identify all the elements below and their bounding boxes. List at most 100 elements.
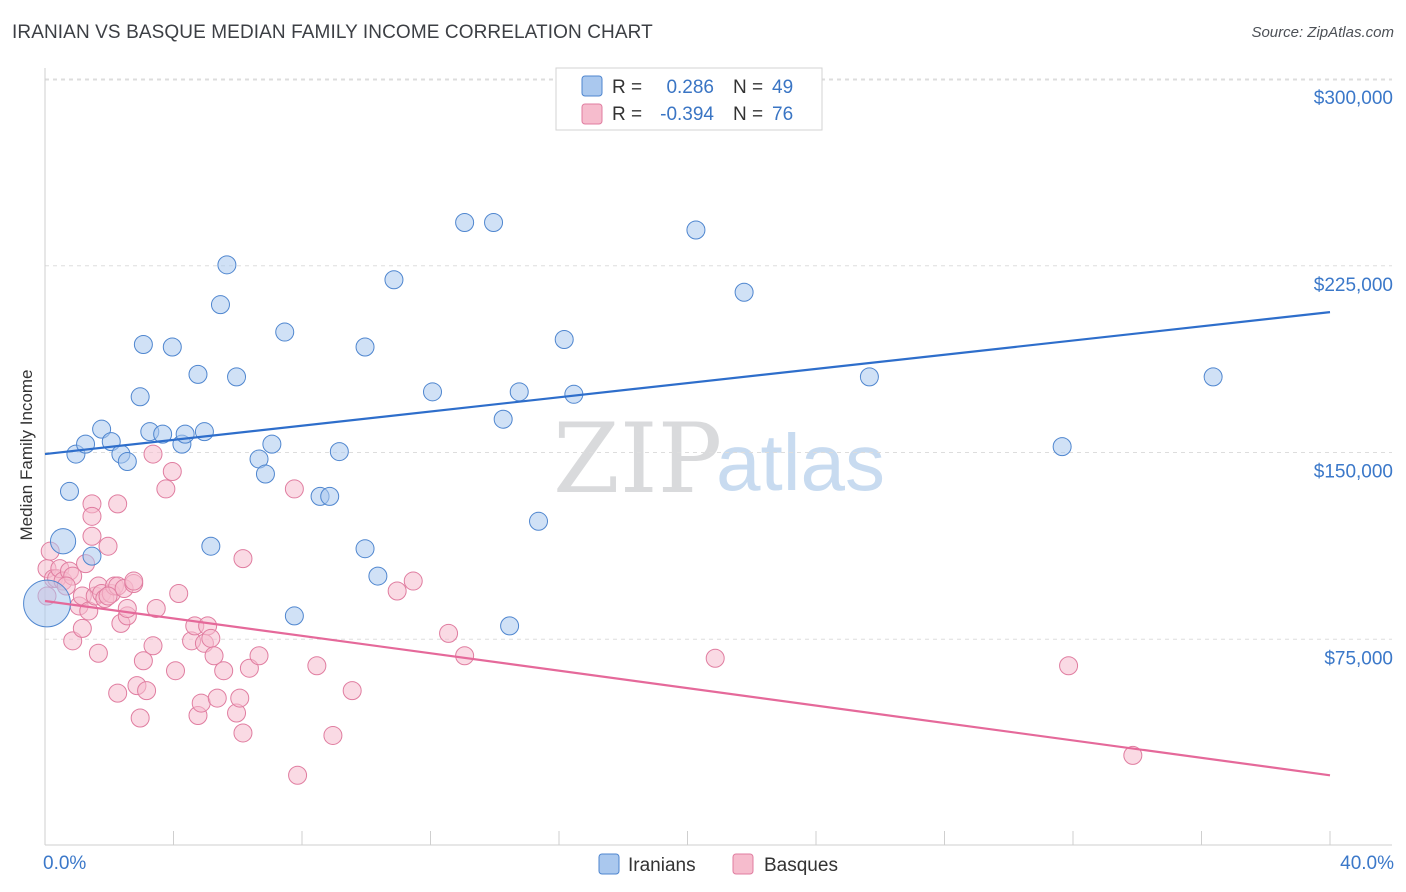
iranians-point [188,364,208,384]
iranians-point [384,270,404,290]
basques-point [146,598,166,618]
legend-r-label-basques: R = [612,104,642,125]
iranians-point [320,486,340,506]
iranians-point [554,330,574,350]
iranians-point [423,382,442,402]
iranians-point [1052,437,1072,457]
basques-point [284,479,304,499]
basques-point [323,725,343,745]
iranians-point [529,511,549,531]
basques-point [387,581,407,601]
basques-point [108,494,128,514]
x-tick-label-max: 40.0% [1340,853,1394,874]
legend-swatch-basques [581,103,603,125]
basques-point [233,723,253,743]
basques-point [143,636,163,656]
iranians-point [82,546,102,566]
iranians-point [201,536,221,556]
iranians-point [1203,367,1223,387]
basques-point [162,462,182,481]
iranians-point [117,452,137,472]
basques-point [201,628,221,648]
basques-point [108,683,128,703]
iranians-point [255,464,275,484]
iranians-point [162,337,182,357]
iranians-point [355,539,375,559]
iranians-point [275,322,295,342]
basques-point [191,693,211,713]
x-tick-marks [44,831,1331,845]
basques-point [82,506,102,526]
iranians-point [859,367,879,387]
basques-point [117,598,137,618]
axes [44,68,1392,846]
bottom-legend-iranians: Iranians [628,855,696,876]
bottom-legend-basques: Basques [764,855,838,876]
basques-point [98,586,118,606]
iranians-point [210,295,230,315]
basques-point [439,623,459,643]
basques-point [166,661,185,681]
iranians-point [493,409,513,429]
stats-legend: R = 0.286 N = 49 R = -0.394 N = 76 [555,67,823,131]
source-label: Source: ZipAtlas.com [1251,24,1394,41]
basques-point [143,444,163,464]
trend-lines [44,311,1331,777]
basques-point [82,526,102,546]
basques-point [207,688,227,708]
basques-point [307,656,327,676]
basques-point [72,618,92,638]
iranians-point [227,367,247,387]
iranians-point [175,424,195,444]
iranians-point [368,566,388,586]
iranians-point [509,382,529,402]
basques-point [705,648,725,668]
iranians-point [484,213,504,232]
chart-title: IRANIAN VS BASQUE MEDIAN FAMILY INCOME C… [12,22,653,43]
iranians-point [133,335,153,355]
iranians-point [130,387,150,407]
basques-point [169,584,189,604]
legend-swatch-iranians [581,75,603,97]
y-axis-label: Median Family Income [17,369,36,540]
iranians-point [217,255,237,275]
legend-n-value-iranians: 49 [772,77,793,98]
legend-n-value-basques: 76 [772,104,793,125]
iranians-point [734,282,754,302]
basques-point [98,536,118,556]
basques-point [288,765,308,785]
iranians-point [455,213,475,232]
iranians-point [284,606,304,626]
basques-point [1123,745,1143,765]
iranians-point [59,481,79,501]
y-tick-label: $225,000 [1314,275,1393,296]
legend-r-label-iranians: R = [612,77,642,98]
basques-point [233,549,253,569]
basques-points [37,444,1143,785]
y-tick-labels: $75,000 $150,000 $225,000 $300,000 [1314,88,1393,669]
basques-point [1059,656,1079,676]
watermark-zip: ZIP [553,403,722,515]
basques-point [403,571,423,591]
basques-point [137,681,157,701]
legend-r-value-iranians: 0.286 [666,77,714,98]
basques-point [214,661,234,681]
bottom-legend: Iranians Basques [598,853,838,876]
basques-point [88,643,108,663]
y-tick-label: $75,000 [1324,648,1393,669]
legend-r-value-basques: -0.394 [660,104,714,125]
x-tick-label-min: 0.0% [43,853,86,874]
iranians-point [329,442,349,462]
bottom-legend-swatch-iranians [598,853,620,875]
legend-n-label-iranians: N = [733,77,763,98]
basques-point [124,571,144,591]
iranians-trend-line [44,311,1331,456]
iranians-point [355,337,375,357]
basques-trend-line [44,599,1331,777]
bottom-legend-swatch-basques [732,853,754,875]
basques-point [249,646,269,666]
y-tick-label: $150,000 [1314,462,1393,483]
watermark-atlas: atlas [716,418,885,507]
iranians-point [500,616,520,636]
